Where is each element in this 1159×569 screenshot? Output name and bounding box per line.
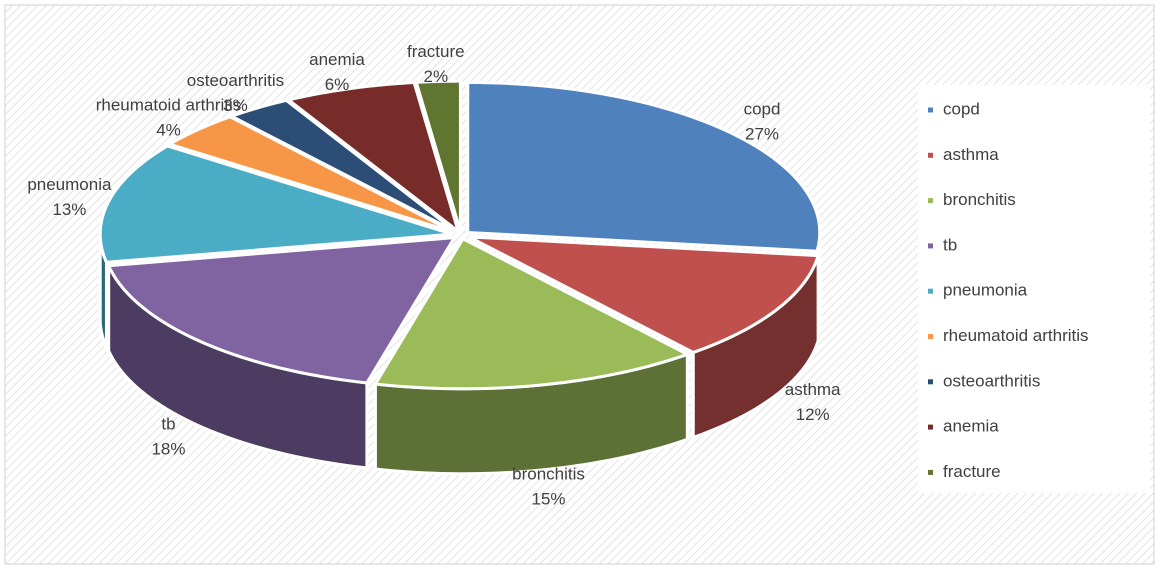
legend-box bbox=[918, 85, 1150, 493]
legend-label: copd bbox=[943, 99, 980, 118]
legend-marker bbox=[928, 288, 933, 294]
slice bbox=[106, 235, 458, 385]
legend-label: osteoarthritis bbox=[943, 371, 1040, 390]
slice bbox=[285, 80, 461, 236]
slice bbox=[414, 79, 462, 232]
slice-tops bbox=[98, 79, 822, 391]
data-label: 27% bbox=[745, 124, 779, 143]
data-label: 12% bbox=[796, 405, 830, 424]
data-label: 18% bbox=[151, 440, 185, 459]
data-label: 4% bbox=[156, 120, 181, 139]
legend-label: rheumatoid arthritis bbox=[943, 326, 1089, 345]
data-label-name: rheumatoid arthritis bbox=[96, 95, 242, 114]
slice bbox=[98, 144, 453, 264]
data-label: 2% bbox=[424, 67, 449, 86]
slice bbox=[227, 98, 457, 234]
slice-sides bbox=[98, 232, 822, 476]
data-label-name: copd bbox=[744, 99, 781, 118]
legend-label: asthma bbox=[943, 145, 999, 164]
data-label-name: tb bbox=[161, 415, 175, 434]
data-label: 6% bbox=[325, 75, 350, 94]
legend-label: anemia bbox=[943, 417, 999, 436]
legend-marker bbox=[928, 243, 933, 249]
legend-marker bbox=[928, 334, 933, 339]
slice bbox=[466, 80, 822, 253]
data-label-name: pneumonia bbox=[27, 175, 112, 194]
legend-marker bbox=[928, 198, 933, 204]
data-label-name: anemia bbox=[309, 50, 365, 69]
legend-label: tb bbox=[943, 235, 957, 254]
legend-label: pneumonia bbox=[943, 281, 1028, 300]
legend-marker bbox=[928, 424, 933, 430]
slice bbox=[165, 115, 456, 234]
data-label: 15% bbox=[532, 489, 566, 508]
legend-label: bronchitis bbox=[943, 190, 1016, 209]
legend-marker bbox=[928, 469, 933, 475]
data-label: 3% bbox=[223, 96, 248, 115]
legend-label: fracture bbox=[943, 462, 1001, 481]
data-label-name: osteoarthritis bbox=[187, 71, 284, 90]
data-label-name: fracture bbox=[407, 42, 465, 61]
data-label: 13% bbox=[52, 200, 86, 219]
legend-marker bbox=[928, 152, 933, 158]
slice bbox=[372, 236, 692, 391]
slice bbox=[468, 235, 821, 355]
data-label-name: bronchitis bbox=[512, 464, 585, 483]
legend-marker bbox=[928, 107, 933, 113]
data-label-name: asthma bbox=[785, 380, 841, 399]
legend-marker bbox=[928, 379, 933, 385]
